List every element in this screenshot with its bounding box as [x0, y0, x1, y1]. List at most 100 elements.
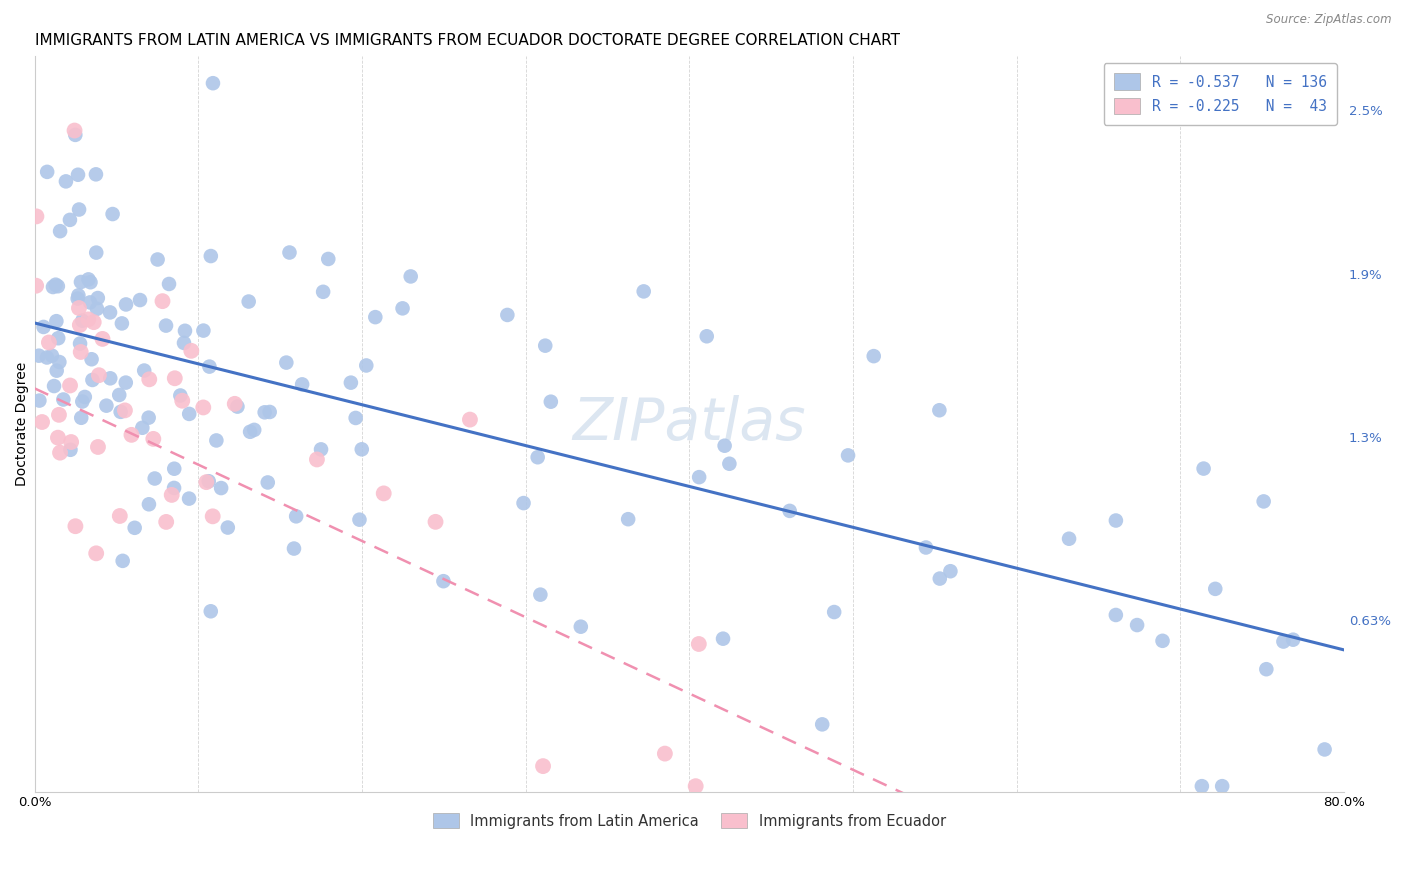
Point [138, 372, 160, 386]
Point [98, 305, 121, 319]
Point [364, 310, 387, 325]
Point [66, 168, 89, 182]
Point [779, 504, 801, 518]
Point [283, 541, 305, 556]
Point [143, 471, 166, 485]
Point [48, 355, 70, 369]
Point [63, 123, 86, 137]
Point [172, 393, 194, 408]
Point [239, 425, 262, 439]
Point [98, 371, 121, 385]
Point [70, 410, 93, 425]
Point [77, 312, 100, 326]
Point [82, 373, 104, 387]
Point [129, 293, 152, 307]
Point [108, 508, 131, 523]
Point [28, 349, 51, 363]
Point [696, 329, 718, 343]
Point [79, 275, 101, 289]
Point [146, 252, 169, 267]
Point [217, 520, 239, 534]
Point [134, 363, 156, 377]
Point [534, 339, 557, 353]
Point [152, 294, 174, 309]
Point [111, 554, 134, 568]
Point [115, 297, 138, 311]
Text: Source: ZipAtlas.com: Source: ZipAtlas.com [1267, 13, 1392, 27]
Point [131, 421, 153, 435]
Point [31, 415, 53, 429]
Point [197, 475, 219, 489]
Point [59, 378, 82, 392]
Point [32, 320, 55, 334]
Point [174, 324, 197, 338]
Point [1253, 494, 1275, 508]
Point [28, 393, 51, 408]
Point [713, 439, 735, 453]
Point [526, 450, 548, 465]
Point [278, 245, 301, 260]
Point [46, 331, 69, 345]
Point [96, 399, 118, 413]
Point [862, 349, 884, 363]
Point [344, 411, 367, 425]
Point [66, 292, 89, 306]
Point [205, 434, 228, 448]
Point [169, 388, 191, 402]
Point [654, 747, 676, 761]
Point [201, 76, 224, 90]
Point [1211, 779, 1233, 793]
Point [1192, 461, 1215, 475]
Point [77, 272, 100, 286]
Point [65, 519, 87, 533]
Point [45, 364, 67, 378]
Point [35, 351, 58, 365]
Point [42, 379, 65, 393]
Point [198, 359, 221, 374]
Point [1204, 582, 1226, 596]
Point [114, 403, 136, 417]
Point [811, 717, 834, 731]
Point [193, 324, 215, 338]
Point [243, 423, 266, 437]
Point [425, 515, 447, 529]
Point [529, 588, 551, 602]
Point [195, 475, 218, 490]
Point [69, 318, 91, 332]
Point [45, 277, 67, 292]
Point [224, 397, 246, 411]
Point [256, 475, 278, 490]
Point [163, 481, 186, 495]
Point [350, 442, 373, 457]
Point [316, 252, 339, 266]
Point [69, 345, 91, 359]
Point [496, 308, 519, 322]
Point [180, 343, 202, 358]
Point [349, 513, 371, 527]
Point [91, 332, 114, 346]
Point [87, 368, 110, 383]
Point [84, 546, 107, 560]
Point [373, 486, 395, 500]
Point [399, 269, 422, 284]
Point [67, 202, 90, 217]
Point [138, 497, 160, 511]
Point [688, 637, 710, 651]
Point [1105, 514, 1128, 528]
Point [540, 394, 562, 409]
Point [531, 759, 554, 773]
Point [72, 394, 94, 409]
Point [1272, 634, 1295, 648]
Point [101, 207, 124, 221]
Point [111, 317, 134, 331]
Point [1313, 742, 1336, 756]
Point [48, 408, 70, 422]
Point [340, 376, 363, 390]
Point [86, 301, 108, 316]
Point [1126, 618, 1149, 632]
Point [711, 632, 734, 646]
Point [939, 564, 962, 578]
Point [25, 278, 48, 293]
Point [110, 405, 132, 419]
Point [83, 315, 105, 329]
